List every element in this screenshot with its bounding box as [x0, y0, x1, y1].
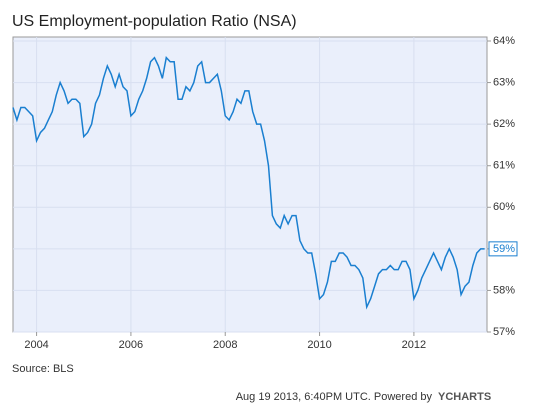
x-tick-label: 2008 — [213, 339, 237, 351]
brand-logo: YCHARTS — [438, 391, 491, 403]
end-label-box — [488, 241, 518, 257]
x-tick-label: 2012 — [402, 339, 426, 351]
y-tick-label: 62% — [493, 118, 515, 130]
chart-title: US Employment-population Ratio (NSA) — [12, 13, 297, 30]
source: Source: BLS — [12, 363, 74, 375]
y-tick-label: 57% — [493, 326, 515, 338]
y-tick-label: 58% — [493, 284, 515, 296]
y-tick-label: 61% — [493, 160, 515, 172]
plot-area — [12, 36, 488, 333]
line — [12, 56, 485, 310]
y-tick-label: 64% — [493, 35, 515, 47]
x-tick-label: 2010 — [307, 339, 331, 351]
y-tick-label: 60% — [493, 201, 515, 213]
x-tick-label: 2004 — [24, 339, 48, 351]
y-tick-label: 63% — [493, 76, 515, 88]
end-label: 59% — [493, 243, 515, 255]
footer: Aug 19 2013, 6:40PM UTC. Powered by — [236, 391, 433, 403]
x-tick-label: 2006 — [119, 339, 143, 351]
